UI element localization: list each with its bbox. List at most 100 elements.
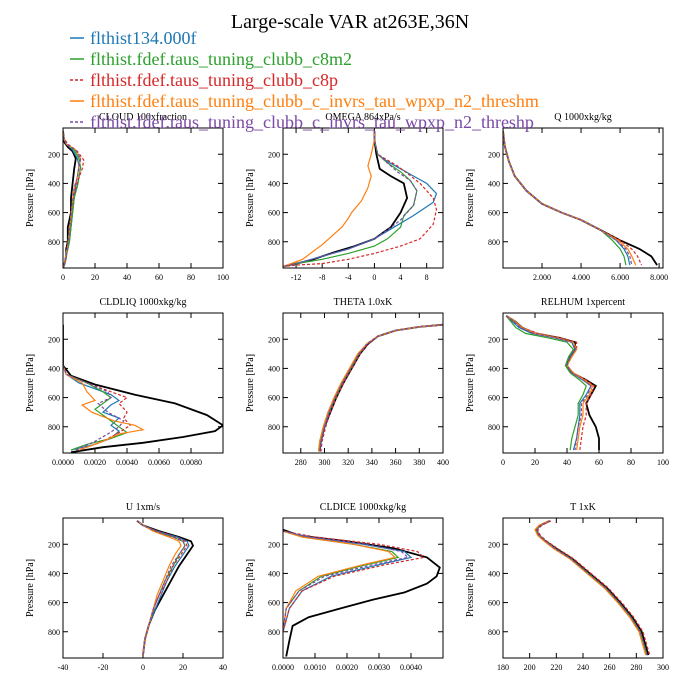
series-group xyxy=(63,324,223,453)
y-tick-label: 600 xyxy=(268,599,280,608)
series-line-purple xyxy=(505,315,592,451)
x-tick-label: 400 xyxy=(437,458,449,467)
x-tick-label: 0.0040 xyxy=(116,458,138,467)
series-line-orange xyxy=(505,315,594,451)
x-tick-label: 80 xyxy=(627,458,635,467)
legend-label: flthist134.000f xyxy=(90,28,197,48)
y-tick-label: 600 xyxy=(48,209,60,218)
legend-label: flthist.fdef.taus_tuning_clubb_c8m2 xyxy=(90,49,352,69)
series-line-red xyxy=(283,530,426,632)
y-tick-label: 400 xyxy=(48,364,60,373)
y-axis-label: Pressure [hPa] xyxy=(25,354,36,412)
y-tick-label: 200 xyxy=(488,335,500,344)
series-line-black xyxy=(535,520,650,656)
y-axis-label: Pressure [hPa] xyxy=(465,559,476,617)
series-line-red xyxy=(63,130,85,268)
y-tick-label: 800 xyxy=(268,628,280,637)
y-axis-label: Pressure [hPa] xyxy=(465,354,476,412)
y-tick-label: 400 xyxy=(268,179,280,188)
series-group xyxy=(283,528,441,657)
x-tick-label: 2.000 xyxy=(533,273,551,282)
y-tick-label: 800 xyxy=(48,628,60,637)
x-tick-label: 0.0040 xyxy=(400,663,422,672)
plot-frame xyxy=(282,127,444,269)
x-tick-label: 360 xyxy=(390,458,402,467)
series-line-purple xyxy=(319,324,443,452)
plot-frame xyxy=(282,312,444,454)
y-tick-label: 200 xyxy=(48,335,60,344)
y-axis-label: Pressure [hPa] xyxy=(245,169,256,227)
x-tick-label: -4 xyxy=(345,273,352,282)
y-tick-label: 200 xyxy=(268,150,280,159)
series-group xyxy=(136,520,195,656)
y-tick-label: 400 xyxy=(48,569,60,578)
y-tick-label: 600 xyxy=(268,209,280,218)
series-line-red xyxy=(63,365,132,451)
x-tick-label: 0.0020 xyxy=(336,663,358,672)
x-tick-label: 20 xyxy=(91,273,99,282)
y-tick-label: 200 xyxy=(488,540,500,549)
y-tick-label: 200 xyxy=(488,150,500,159)
series-line-orange xyxy=(283,530,397,632)
plot-frame xyxy=(62,127,224,269)
x-tick-label: 0.0030 xyxy=(368,663,390,672)
x-tick-label: 40 xyxy=(219,663,227,672)
series-line-orange xyxy=(318,324,443,452)
y-tick-label: 400 xyxy=(268,569,280,578)
y-axis-label: Pressure [hPa] xyxy=(25,169,36,227)
y-tick-label: 600 xyxy=(488,394,500,403)
series-line-orange xyxy=(283,130,375,268)
x-tick-label: 0.0000 xyxy=(272,663,294,672)
series-line-black xyxy=(63,324,223,453)
series-line-purple xyxy=(283,530,410,632)
series-line-blue xyxy=(283,530,413,632)
series-group xyxy=(503,130,658,266)
y-tick-label: 400 xyxy=(268,364,280,373)
series-line-black xyxy=(283,130,409,268)
series-line-black xyxy=(283,528,441,657)
plot-frame xyxy=(62,312,224,454)
panel-title: Q 1000xkg/kg xyxy=(554,112,612,123)
panel-title: U 1xm/s xyxy=(126,502,160,513)
panel-title: OMEGA 864xPa/s xyxy=(325,112,400,123)
plot-frame xyxy=(502,312,664,454)
panel-5: THETA 1.0xK Pressure [hPa] 200 400 600 800 280… xyxy=(245,297,449,467)
y-axis-label: Pressure [hPa] xyxy=(245,354,256,412)
panel-title: CLOUD 100xfraction xyxy=(99,112,187,123)
x-tick-label: 6.000 xyxy=(611,273,629,282)
x-tick-label: 180 xyxy=(497,663,509,672)
series-line-orange xyxy=(63,365,145,451)
y-tick-label: 800 xyxy=(268,423,280,432)
series-line-orange xyxy=(136,520,182,656)
series-group xyxy=(63,130,85,268)
series-line-purple xyxy=(63,130,82,268)
x-tick-label: 200 xyxy=(524,663,536,672)
y-tick-label: 800 xyxy=(488,238,500,247)
x-tick-label: 320 xyxy=(342,458,354,467)
legend: flthist134.000fflthist.fdef.taus_tuning_… xyxy=(70,28,539,132)
y-tick-label: 600 xyxy=(48,394,60,403)
x-tick-label: 8 xyxy=(425,273,429,282)
plot-frame xyxy=(502,517,664,659)
x-tick-label: 0.0080 xyxy=(180,458,202,467)
panel-2: OMEGA 864xPa/s Pressure [hPa] 200 400 600 800… xyxy=(245,112,444,282)
y-tick-label: 800 xyxy=(488,628,500,637)
x-tick-label: 8.000 xyxy=(650,273,668,282)
x-tick-label: 0.0000 xyxy=(52,458,74,467)
series-line-orange xyxy=(534,520,647,656)
y-tick-label: 400 xyxy=(488,179,500,188)
series-line-purple xyxy=(63,365,125,451)
series-group xyxy=(283,130,438,268)
x-tick-label: 0.0020 xyxy=(84,458,106,467)
series-line-green xyxy=(63,365,129,451)
series-line-green xyxy=(283,130,418,268)
x-tick-label: 40 xyxy=(563,458,571,467)
x-tick-label: 240 xyxy=(577,663,589,672)
x-tick-label: -12 xyxy=(291,273,302,282)
y-axis-label: Pressure [hPa] xyxy=(245,559,256,617)
series-group xyxy=(534,520,651,656)
panels: CLOUD 100xfraction Pressure [hPa] 200 400 60… xyxy=(25,112,669,672)
x-tick-label: 280 xyxy=(630,663,642,672)
